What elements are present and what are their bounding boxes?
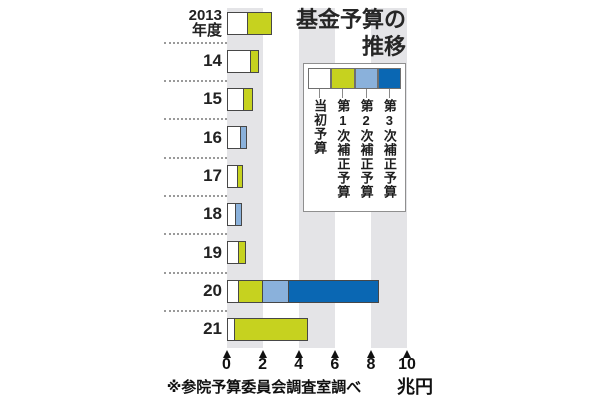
bar-segment xyxy=(235,202,242,226)
bar-segment xyxy=(242,87,253,111)
legend-item-supplementary-2: 第2次補正予算 xyxy=(354,68,378,211)
axis-unit-label: 兆円 xyxy=(397,377,433,397)
year-label: 19 xyxy=(203,242,222,262)
legend-swatch-supplementary-1 xyxy=(331,68,355,89)
bar-segment xyxy=(226,49,251,73)
year-label: 21 xyxy=(203,319,222,338)
row-separator-line xyxy=(164,118,227,120)
year-label: 20 xyxy=(203,281,222,300)
bar-segment xyxy=(261,279,289,303)
row-separator-line xyxy=(164,195,227,197)
axis-tick-marker xyxy=(222,350,231,358)
bar-segment xyxy=(238,241,247,264)
bar-segment xyxy=(226,12,249,35)
year-label: 2013 年度 xyxy=(188,6,222,40)
row-separator-line xyxy=(164,310,227,312)
chart-title: 基金予算の 推移 xyxy=(278,7,406,61)
legend-leader-line xyxy=(342,89,344,98)
axis-tick-label: 6 xyxy=(330,356,340,373)
row-separator-line xyxy=(164,272,227,274)
year-label: 14 xyxy=(203,51,222,70)
legend-swatch-initial-budget xyxy=(308,68,332,89)
axis-tick-marker xyxy=(403,350,411,358)
legend-item-supplementary-3: 第3次補正予算 xyxy=(377,68,401,211)
chart-title-line2: 推移 xyxy=(361,33,406,59)
legend-label-supplementary-2: 第2次補正予算 xyxy=(358,99,374,199)
bar-segment xyxy=(226,126,241,149)
legend-swatch-supplementary-3 xyxy=(377,68,401,89)
legend-swatch-supplementary-2 xyxy=(354,68,378,89)
axis-tick-marker xyxy=(330,350,339,358)
legend-item-supplementary-1: 第1次補正予算 xyxy=(331,68,355,211)
source-note: ※参院予算委員会調査室調べ xyxy=(166,379,362,396)
year-label: 15 xyxy=(203,89,222,108)
bar-segment xyxy=(239,126,248,149)
row-separator-line xyxy=(164,157,227,159)
axis-tick-label: 2 xyxy=(258,356,268,373)
legend-label-supplementary-1: 第1次補正予算 xyxy=(335,99,351,199)
bar-segment xyxy=(237,164,243,188)
legend-label-initial-budget: 当初予算 xyxy=(312,99,328,155)
axis-tick-marker xyxy=(366,350,375,358)
legend-item-initial-budget: 当初予算 xyxy=(308,68,332,211)
axis-tick-marker xyxy=(258,350,267,358)
bar-segment xyxy=(238,279,263,303)
chart-title-line1: 基金予算の xyxy=(295,7,406,32)
legend-leader-line xyxy=(388,89,390,98)
year-label: 17 xyxy=(203,166,222,185)
year-label: 16 xyxy=(203,127,222,147)
row-separator-line xyxy=(164,80,227,82)
legend-leader-line xyxy=(365,89,367,98)
bar-segment xyxy=(226,87,244,111)
legend-leader-line xyxy=(319,89,321,98)
axis-tick-label: 4 xyxy=(294,356,304,373)
chart-legend: 当初予算 第1次補正予算 第2次補正予算 第3次補正予算 xyxy=(303,63,406,212)
bar-segment xyxy=(233,317,308,341)
bar-segment xyxy=(247,12,272,35)
axis-tick-label: 0 xyxy=(222,356,231,373)
axis-tick-label: 8 xyxy=(366,356,376,373)
year-label: 18 xyxy=(203,204,222,223)
axis-tick-label: 10 xyxy=(398,356,416,373)
axis-tick-marker xyxy=(294,350,303,358)
legend-label-supplementary-3: 第3次補正予算 xyxy=(381,99,397,199)
row-separator-line xyxy=(164,233,227,235)
bar-segment xyxy=(287,279,380,303)
row-separator-line xyxy=(164,42,227,44)
bar-segment xyxy=(249,49,259,73)
